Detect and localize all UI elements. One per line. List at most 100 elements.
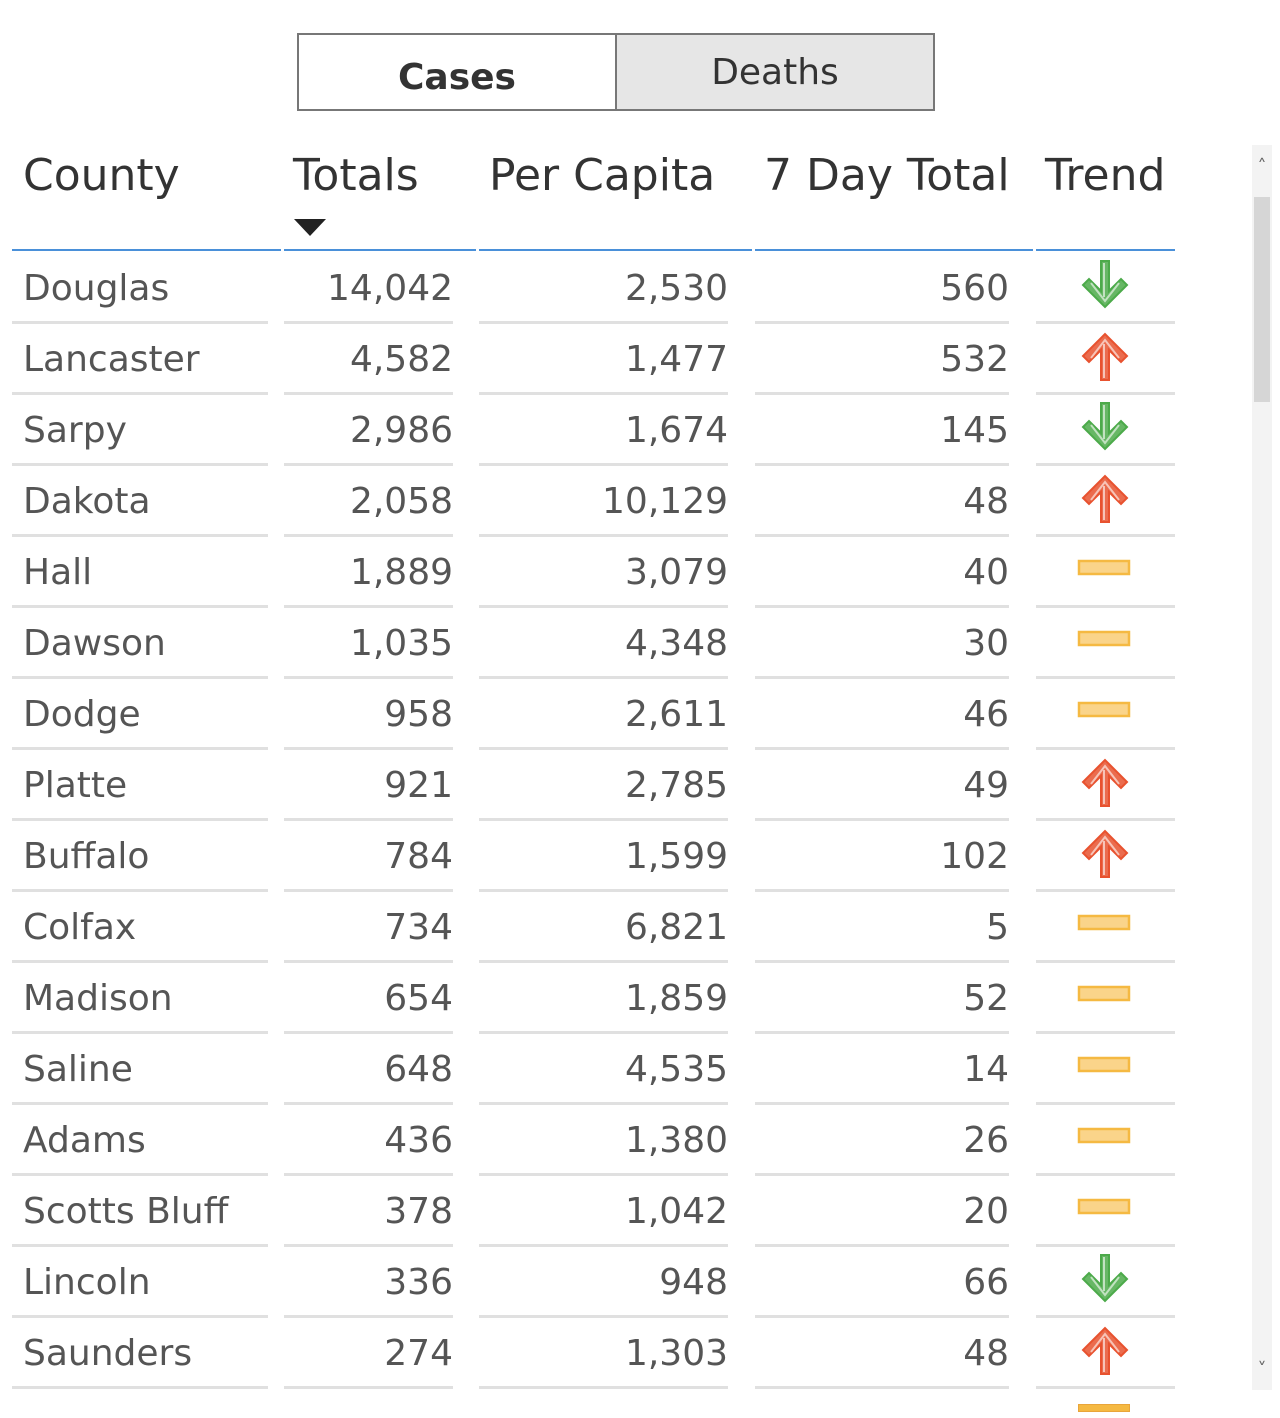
column-header-7-day-total[interactable]: 7 Day Total	[764, 150, 1010, 201]
cell-county: Colfax	[12, 892, 268, 963]
cell-totals: 2,058	[284, 466, 453, 537]
cell-7-day-total: 46	[755, 679, 1009, 750]
cell-per-capita: 10,129	[479, 466, 728, 537]
table-row[interactable]: Sarpy 2,986 1,674 145	[0, 395, 1190, 466]
table-row[interactable]: Douglas 14,042 2,530 560	[0, 253, 1190, 324]
table-row[interactable]: Saunders 274 1,303 48	[0, 1318, 1190, 1389]
flat-dash-icon	[1078, 1404, 1130, 1412]
table-row[interactable]: Dakota 2,058 10,129 48	[0, 466, 1190, 537]
table-row[interactable]: Hall 1,889 3,079 40	[0, 537, 1190, 608]
cell-7-day-total: 532	[755, 324, 1009, 395]
table-row[interactable]: Lincoln 336 948 66	[0, 1247, 1190, 1318]
cell-per-capita: 1,303	[479, 1318, 728, 1389]
cell-totals: 2,986	[284, 395, 453, 466]
cell-per-capita: 1,042	[479, 1176, 728, 1247]
cell-county: Saunders	[12, 1318, 268, 1389]
cell-7-day-total: 5	[755, 892, 1009, 963]
column-header-trend[interactable]: Trend	[1045, 150, 1166, 201]
cell-trend	[1036, 1034, 1175, 1105]
cell-per-capita: 948	[479, 1247, 728, 1318]
column-header-county[interactable]: County	[23, 150, 180, 201]
table-row[interactable]: Scotts Bluff 378 1,042 20	[0, 1176, 1190, 1247]
cell-trend	[1036, 892, 1175, 963]
cell-trend	[1036, 253, 1175, 324]
table-row[interactable]: Lancaster 4,582 1,477 532	[0, 324, 1190, 395]
cell-7-day-total: 49	[755, 750, 1009, 821]
scroll-up-icon[interactable]: ˄	[1257, 156, 1267, 177]
cell-county: Hall	[12, 537, 268, 608]
column-header-totals[interactable]: Totals	[293, 150, 419, 201]
cell-totals: 1,889	[284, 537, 453, 608]
cases-toggle-button[interactable]: Cases	[297, 33, 617, 111]
vertical-scrollbar[interactable]: ˄ ˅	[1252, 145, 1272, 1390]
cell-per-capita: 4,535	[479, 1034, 728, 1105]
cell-trend	[1036, 1105, 1175, 1176]
deaths-toggle-button[interactable]: Deaths	[617, 33, 935, 111]
metric-toggle: Cases Deaths	[297, 33, 935, 111]
cell-totals: 1,035	[284, 608, 453, 679]
cell-trend	[1036, 324, 1175, 395]
cell-per-capita: 1,599	[479, 821, 728, 892]
cell-7-day-total: 40	[755, 537, 1009, 608]
cell-totals: 336	[284, 1247, 453, 1318]
cell-7-day-total: 145	[755, 395, 1009, 466]
cell-trend	[1036, 963, 1175, 1034]
cell-totals: 654	[284, 963, 453, 1034]
column-header-per-capita[interactable]: Per Capita	[489, 150, 716, 201]
cell-per-capita: 3,079	[479, 537, 728, 608]
header-divider	[12, 249, 281, 251]
table-row[interactable]: Dawson 1,035 4,348 30	[0, 608, 1190, 679]
cell-totals: 14,042	[284, 253, 453, 324]
table-row[interactable]: Dodge 958 2,611 46	[0, 679, 1190, 750]
header-divider	[284, 249, 476, 251]
cell-7-day-total: 66	[755, 1247, 1009, 1318]
cell-7-day-total: 102	[755, 821, 1009, 892]
cell-trend	[1036, 750, 1175, 821]
cell-county: Lancaster	[12, 324, 268, 395]
cell-county: Madison	[12, 963, 268, 1034]
header-divider	[479, 249, 752, 251]
header-divider	[1036, 249, 1175, 251]
cell-per-capita: 1,477	[479, 324, 728, 395]
cell-trend	[1036, 679, 1175, 750]
cell-trend	[1036, 1318, 1175, 1389]
cell-county: Dawson	[12, 608, 268, 679]
cell-totals: 4,582	[284, 324, 453, 395]
cell-totals: 958	[284, 679, 453, 750]
sort-descending-icon[interactable]	[294, 219, 326, 236]
table-row[interactable]: Buffalo 784 1,599 102	[0, 821, 1190, 892]
scroll-down-icon[interactable]: ˅	[1257, 1359, 1267, 1380]
cell-trend	[1036, 1247, 1175, 1318]
table-row[interactable]: Saline 648 4,535 14	[0, 1034, 1190, 1105]
cell-county: Sarpy	[12, 395, 268, 466]
table-row[interactable]: Colfax 734 6,821 5	[0, 892, 1190, 963]
cell-per-capita: 4,348	[479, 608, 728, 679]
cell-7-day-total: 30	[755, 608, 1009, 679]
cell-trend	[1036, 1176, 1175, 1247]
cell-totals: 734	[284, 892, 453, 963]
cell-totals: 784	[284, 821, 453, 892]
cell-per-capita: 6,821	[479, 892, 728, 963]
cell-totals: 436	[284, 1105, 453, 1176]
cell-per-capita: 1,380	[479, 1105, 728, 1176]
cell-county: Dodge	[12, 679, 268, 750]
cell-trend	[1036, 466, 1175, 537]
cell-per-capita: 2,785	[479, 750, 728, 821]
cell-7-day-total: 52	[755, 963, 1009, 1034]
table-row[interactable]: Adams 436 1,380 26	[0, 1105, 1190, 1176]
scroll-thumb[interactable]	[1254, 197, 1270, 402]
cell-county: Adams	[12, 1105, 268, 1176]
cell-7-day-total: 48	[755, 1318, 1009, 1389]
table-row[interactable]: Madison 654 1,859 52	[0, 963, 1190, 1034]
cell-7-day-total: 26	[755, 1105, 1009, 1176]
cell-per-capita: 1,674	[479, 395, 728, 466]
table-row[interactable]: Platte 921 2,785 49	[0, 750, 1190, 821]
cell-7-day-total: 20	[755, 1176, 1009, 1247]
header-divider	[755, 249, 1033, 251]
cell-trend	[1036, 395, 1175, 466]
cell-trend	[1036, 821, 1175, 892]
cell-county: Douglas	[12, 253, 268, 324]
cell-totals: 274	[284, 1318, 453, 1389]
cell-county: Buffalo	[12, 821, 268, 892]
cell-totals: 648	[284, 1034, 453, 1105]
